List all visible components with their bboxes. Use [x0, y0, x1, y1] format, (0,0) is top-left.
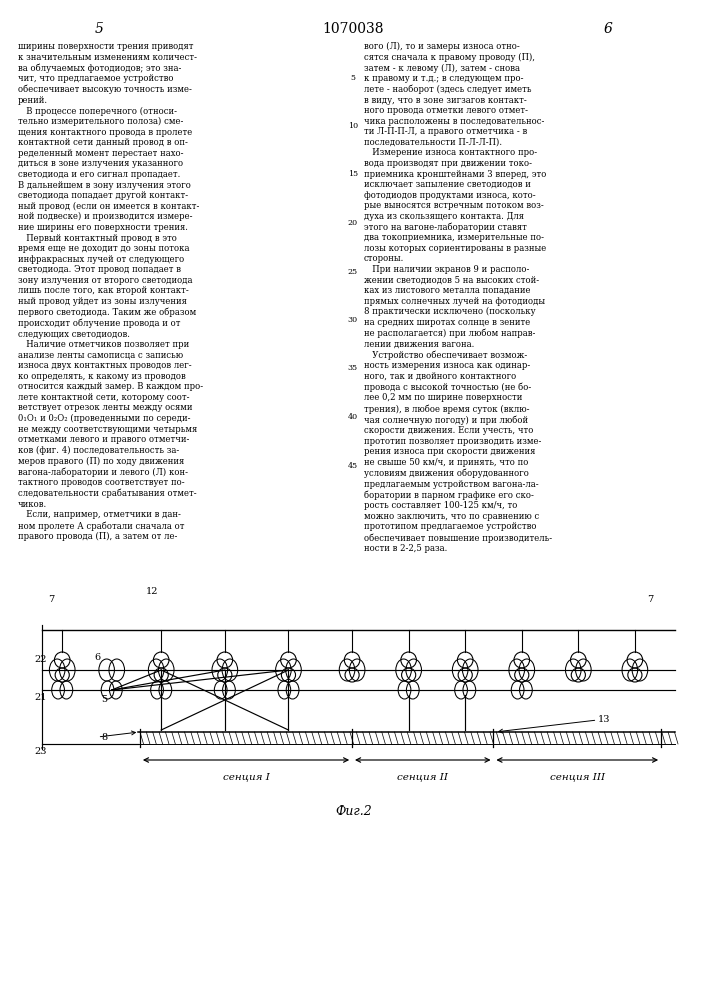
- Text: ширины поверхности трения приводят
к значительным изменениям количест-
ва облуча: ширины поверхности трения приводят к зна…: [18, 42, 203, 541]
- Text: 21: 21: [35, 694, 47, 702]
- Text: 5: 5: [350, 74, 356, 82]
- Text: 7: 7: [648, 595, 653, 604]
- Text: 6: 6: [604, 22, 612, 36]
- Text: 7: 7: [48, 595, 54, 604]
- Text: 5: 5: [102, 696, 107, 704]
- Text: Фиг.2: Фиг.2: [335, 805, 372, 818]
- Text: 6: 6: [95, 654, 100, 662]
- Text: 10: 10: [348, 122, 358, 130]
- Text: 25: 25: [348, 268, 358, 276]
- Text: 12: 12: [146, 587, 158, 596]
- Text: 20: 20: [348, 219, 358, 227]
- Text: 35: 35: [348, 364, 358, 372]
- Text: 23: 23: [35, 747, 47, 756]
- Text: 8: 8: [102, 732, 107, 742]
- Text: 13: 13: [598, 716, 611, 724]
- Text: 1070038: 1070038: [323, 22, 384, 36]
- Text: 40: 40: [348, 413, 358, 421]
- Text: сенция II: сенция II: [397, 772, 448, 781]
- Text: сенция I: сенция I: [223, 772, 269, 781]
- Text: вого (Л), то и замеры износа отно-
сятся сначала к правому проводу (П),
затем - : вого (Л), то и замеры износа отно- сятся…: [364, 42, 552, 553]
- Text: 45: 45: [348, 462, 358, 470]
- Text: 15: 15: [348, 170, 358, 178]
- Text: 5: 5: [95, 22, 103, 36]
- Text: 30: 30: [348, 316, 358, 324]
- Text: сенция III: сенция III: [550, 772, 605, 781]
- Text: 22: 22: [35, 656, 47, 664]
